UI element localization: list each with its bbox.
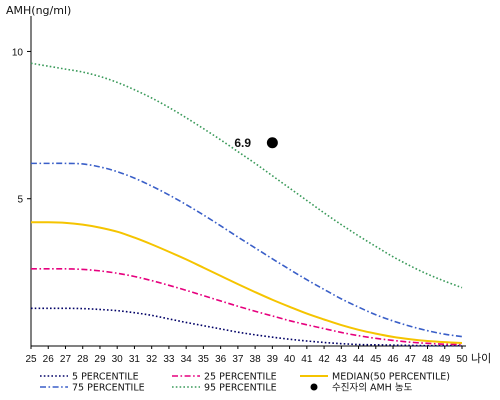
patient-amh-value-label: 6.9 <box>234 136 251 150</box>
x-tick-label: 37 <box>232 354 244 365</box>
x-tick-label: 27 <box>60 354 72 365</box>
x-tick-label: 29 <box>94 354 106 365</box>
legend-swatch <box>310 383 318 391</box>
patient-amh-point <box>266 137 278 149</box>
x-tick-label: 49 <box>439 354 451 365</box>
series-line-median-50-percentile <box>30 221 463 345</box>
legend-label: 95 PERCENTILE <box>204 383 277 394</box>
x-tick-label: 36 <box>215 354 227 365</box>
x-axis-label: 나이 <box>471 352 491 365</box>
legend-label: 75 PERCENTILE <box>72 383 145 394</box>
x-tick-label: 46 <box>387 354 399 365</box>
series-layer <box>30 62 463 347</box>
legend-label: 수진자의 AMH 농도 <box>332 383 413 394</box>
x-tick-label: 34 <box>181 354 193 365</box>
x-tick-label: 30 <box>112 354 124 365</box>
x-tick-label: 41 <box>301 354 313 365</box>
x-tick-label: 50 <box>456 354 468 365</box>
series-line-5-percentile <box>31 307 462 347</box>
x-tick-label: 43 <box>336 354 348 365</box>
x-tick-label: 35 <box>198 354 210 365</box>
x-tick-label: 48 <box>422 354 434 365</box>
series-line-75-percentile <box>31 162 463 338</box>
x-tick-label: 28 <box>77 354 89 365</box>
y-tick-label: 5 <box>17 195 23 206</box>
series-line-25-percentile <box>31 267 463 346</box>
x-tick-label: 47 <box>405 354 417 365</box>
y-tick-label: 10 <box>12 47 24 58</box>
x-tick-label: 38 <box>250 354 262 365</box>
x-tick-label: 42 <box>319 354 331 365</box>
legend-label: MEDIAN(50 PERCENTILE) <box>332 372 450 383</box>
points-layer: 6.9 <box>234 136 278 150</box>
x-tick-label: 39 <box>267 354 279 365</box>
legend-label: 5 PERCENTILE <box>72 372 139 383</box>
axes: 5 10 25 26 27 28 29 30 31 32 33 34 35 36 37 38 39 40 41 42 4… <box>12 16 468 365</box>
x-tick-label: 26 <box>43 354 55 365</box>
x-tick-label: 25 <box>25 354 37 365</box>
x-tick-label: 40 <box>284 354 296 365</box>
x-tick-label: 45 <box>370 354 382 365</box>
series-line-95-percentile <box>30 62 463 289</box>
x-tick-label: 44 <box>353 354 365 365</box>
y-axis-label: AMH(ng/ml) <box>6 4 71 17</box>
x-tick-label: 33 <box>163 354 175 365</box>
x-tick-label: 32 <box>146 354 158 365</box>
x-tick-label: 31 <box>129 354 141 365</box>
legend-label: 25 PERCENTILE <box>204 372 277 383</box>
